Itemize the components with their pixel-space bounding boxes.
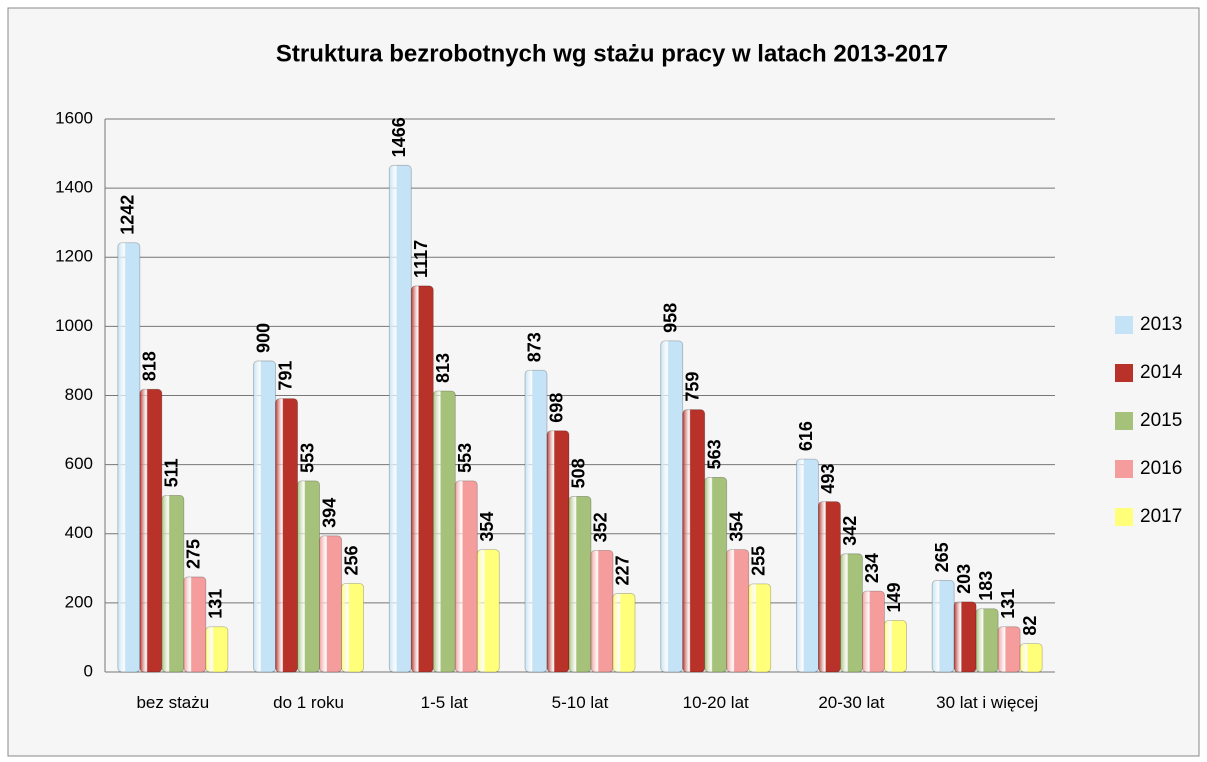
data-label: 131 [206, 589, 226, 619]
bar [183, 576, 207, 673]
bar [117, 242, 141, 673]
bar [275, 398, 298, 673]
x-tick-label: do 1 roku [273, 693, 344, 712]
legend-label: 2017 [1140, 506, 1182, 527]
legend-label: 2016 [1140, 458, 1182, 479]
y-tick-label: 800 [65, 385, 93, 404]
data-label: 234 [862, 553, 882, 583]
bar [1019, 643, 1043, 673]
bar [796, 458, 819, 673]
bar [726, 549, 750, 673]
data-label: 958 [660, 303, 680, 333]
bar [840, 553, 863, 673]
data-label: 255 [748, 546, 768, 576]
data-label: 698 [547, 393, 567, 423]
data-label: 275 [184, 539, 204, 569]
chart-title: Struktura bezrobotnych wg stażu pracy w … [276, 40, 948, 67]
data-label: 131 [998, 589, 1018, 619]
legend-swatch [1115, 364, 1133, 382]
bar [161, 494, 185, 673]
data-label: 352 [591, 512, 611, 542]
bar [297, 480, 320, 673]
y-tick-label: 1000 [55, 316, 93, 335]
bar [139, 388, 163, 673]
bar [818, 501, 841, 673]
bar [476, 549, 500, 673]
data-label: 873 [525, 332, 545, 362]
bar [432, 390, 456, 673]
data-label: 553 [455, 443, 475, 473]
data-label: 149 [884, 582, 904, 612]
data-label: 900 [253, 323, 273, 353]
bar [568, 496, 592, 673]
bar [612, 593, 636, 673]
bar [704, 477, 728, 673]
data-label: 818 [140, 351, 160, 381]
bar [388, 164, 412, 673]
data-label: 563 [704, 439, 724, 469]
legend-label: 2014 [1140, 362, 1183, 383]
legend-swatch [1115, 460, 1133, 478]
data-label: 183 [976, 571, 996, 601]
bar [884, 620, 907, 673]
data-label: 342 [840, 516, 860, 546]
data-label: 1466 [389, 117, 409, 157]
bar [524, 369, 548, 673]
x-tick-label: 20-30 lat [818, 693, 885, 712]
bar [590, 549, 614, 673]
bar [997, 626, 1021, 673]
data-label: 227 [613, 555, 633, 585]
x-tick-label: 1-5 lat [420, 693, 468, 712]
bar [953, 601, 977, 673]
data-label: 1117 [411, 240, 431, 278]
y-tick-label: 0 [84, 661, 93, 680]
y-tick-label: 1200 [55, 247, 93, 266]
bar [205, 626, 229, 673]
bar [931, 580, 955, 673]
data-label: 791 [275, 361, 295, 391]
bar [748, 583, 772, 673]
bar [410, 285, 434, 673]
y-tick-label: 400 [65, 523, 93, 542]
bar [319, 535, 342, 673]
data-label: 354 [726, 512, 746, 542]
legend-swatch [1115, 316, 1133, 334]
y-tick-label: 1400 [55, 178, 93, 197]
data-label: 553 [297, 443, 317, 473]
bar [862, 590, 885, 673]
legend-swatch [1115, 508, 1133, 526]
x-tick-label: 30 lat i więcej [936, 693, 1039, 712]
bar [454, 480, 478, 673]
bar [253, 360, 276, 673]
data-label: 616 [796, 421, 816, 451]
data-label: 354 [477, 512, 497, 542]
data-label: 759 [682, 372, 702, 402]
data-label: 493 [818, 464, 838, 494]
x-tick-label: 10-20 lat [682, 693, 749, 712]
data-label: 813 [433, 353, 453, 383]
bar [975, 608, 999, 673]
legend-label: 2013 [1140, 314, 1182, 335]
bar [660, 340, 684, 673]
y-tick-label: 1600 [55, 108, 93, 127]
y-tick-label: 600 [65, 454, 93, 473]
data-label: 394 [319, 498, 339, 528]
data-label: 82 [1020, 616, 1040, 636]
data-label: 203 [954, 564, 974, 594]
data-label: 511 [162, 458, 182, 487]
legend-label: 2015 [1140, 410, 1182, 431]
data-label: 508 [569, 458, 589, 488]
data-label: 256 [341, 545, 361, 575]
x-tick-label: 5-10 lat [551, 693, 609, 712]
data-label: 1242 [118, 195, 138, 235]
data-label: 265 [932, 542, 952, 572]
x-tick-label: bez stażu [136, 693, 210, 712]
bar [341, 583, 364, 673]
bar [682, 409, 706, 673]
y-tick-label: 200 [65, 592, 93, 611]
bar [546, 430, 570, 673]
legend-swatch [1115, 412, 1133, 430]
